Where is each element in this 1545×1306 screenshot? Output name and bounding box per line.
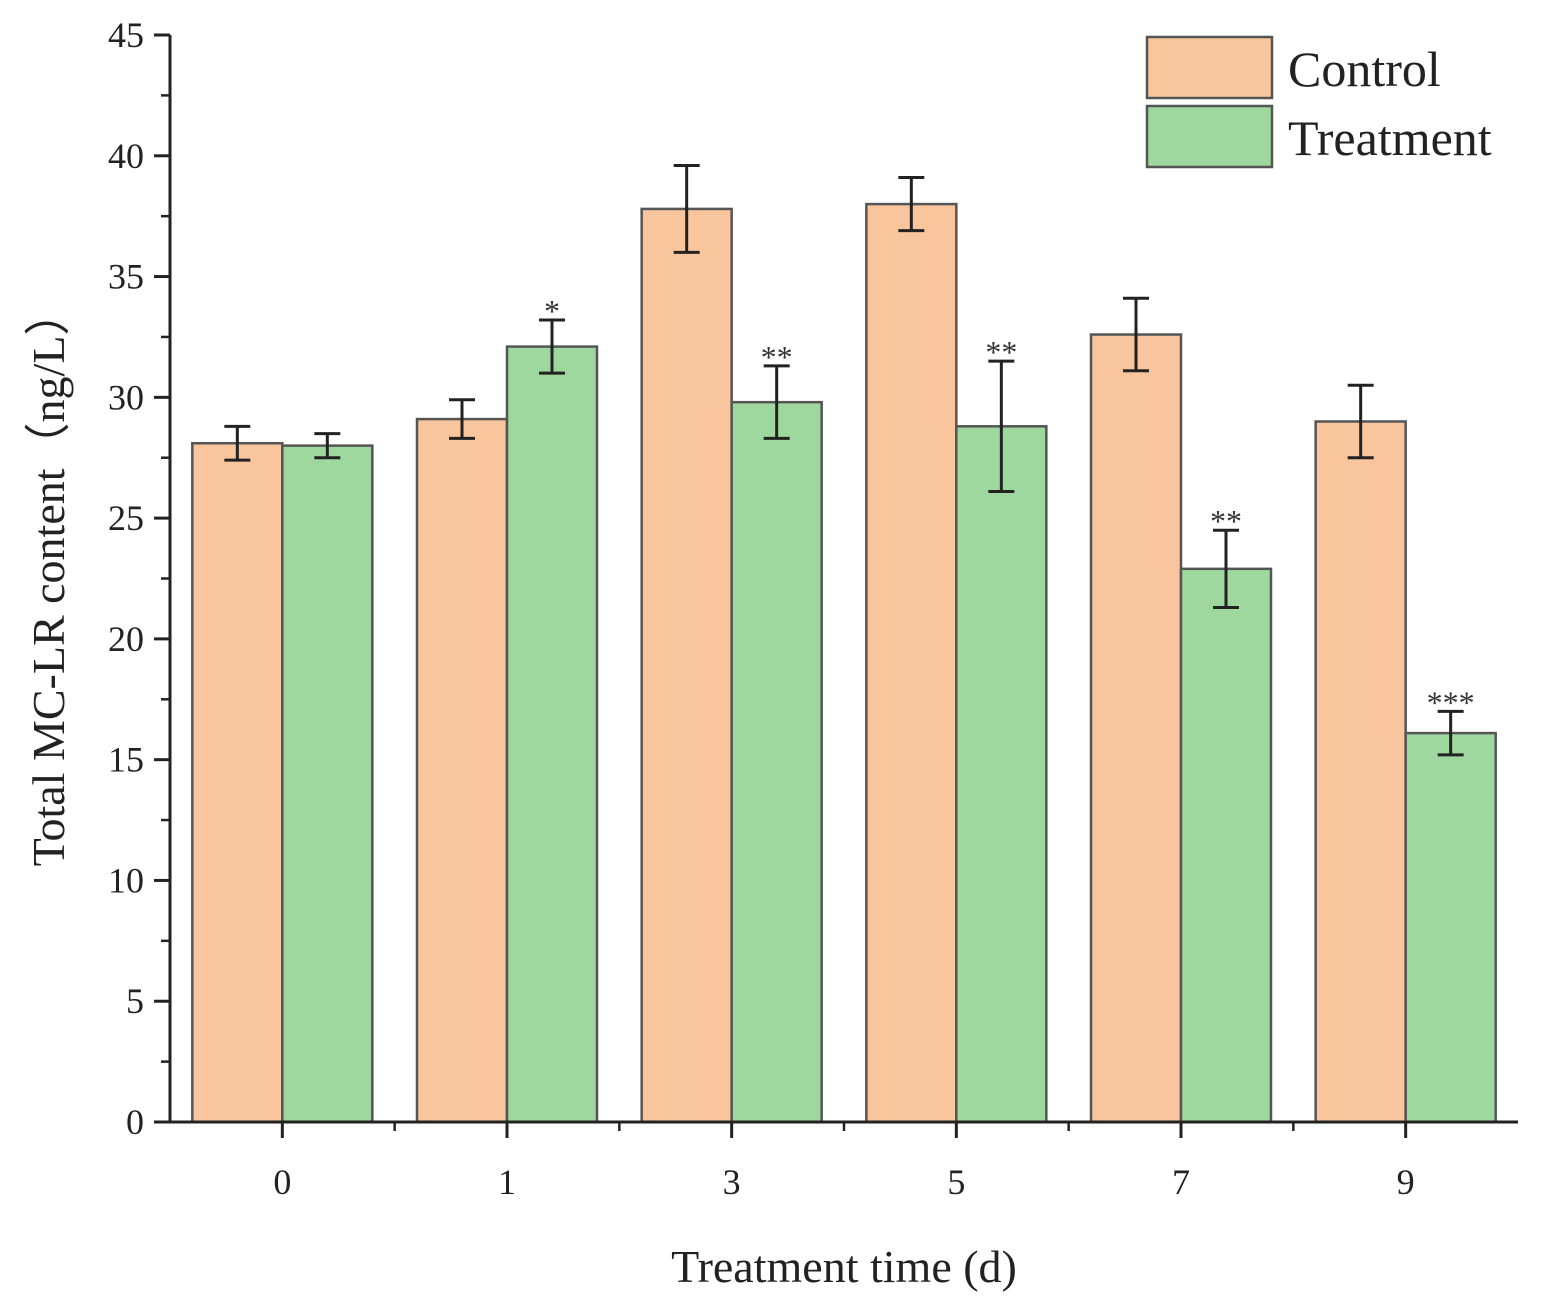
y-tick-label: 0: [126, 1102, 144, 1142]
y-axis-title: Total MC-LR content（ng/L）: [23, 290, 74, 867]
bar-control-5: [865, 202, 958, 1124]
x-tick-label-9: 9: [1397, 1162, 1415, 1202]
bar-treatment-0: [281, 444, 374, 1124]
bar-treatment-1: [505, 345, 599, 1124]
y-tick-label: 40: [108, 136, 144, 176]
bar-treatment-5: [955, 425, 1048, 1124]
y-tick-label: 35: [108, 257, 144, 297]
y-tick-label: 5: [126, 981, 144, 1021]
bar-control-3: [640, 207, 733, 1124]
y-tick-label: 30: [108, 377, 144, 417]
x-tick-label-3: 3: [723, 1162, 741, 1202]
y-tick-label: 15: [108, 740, 144, 780]
x-tick-label-7: 7: [1172, 1162, 1190, 1202]
x-ticks-layer: 0 1 3 5 7 9: [273, 1122, 1415, 1202]
significance-label-treatment-1: *: [544, 293, 560, 329]
bar-treatment-9: [1404, 731, 1497, 1124]
significance-label-treatment-5: **: [985, 334, 1017, 370]
y-tick-label: 10: [108, 860, 144, 900]
x-tick-label-5: 5: [947, 1162, 965, 1202]
x-axis-title: Treatment time (d): [671, 1241, 1017, 1292]
significance-label-treatment-7: **: [1210, 503, 1242, 539]
bar-control-7: [1089, 333, 1183, 1124]
significance-labels-layer: *** *******: [544, 293, 1475, 720]
legend: Control Treatment: [1145, 35, 1492, 169]
legend-label-control: Control: [1288, 41, 1441, 97]
bar-treatment-3: [730, 400, 823, 1124]
significance-label-treatment-9: ***: [1427, 684, 1475, 720]
y-tick-label: 25: [108, 498, 144, 538]
x-tick-label-1: 1: [498, 1162, 516, 1202]
bar-control-9: [1314, 420, 1407, 1124]
legend-label-treatment: Treatment: [1288, 110, 1492, 166]
legend-swatch-treatment: [1145, 104, 1274, 169]
bars-layer: [191, 202, 1497, 1124]
bar-treatment-7: [1179, 567, 1273, 1124]
y-tick-label: 45: [108, 15, 144, 55]
significance-label-treatment-3: **: [761, 339, 793, 375]
y-ticks-layer: 0 5 10 15 20 25 30 35 40 45: [108, 15, 170, 1142]
legend-swatch-control: [1145, 35, 1274, 100]
bar-control-1: [415, 417, 509, 1124]
y-tick-label: 20: [108, 619, 144, 659]
error-bars-layer: [224, 163, 1464, 757]
bar-control-0: [191, 441, 284, 1124]
x-tick-label-0: 0: [273, 1162, 291, 1202]
